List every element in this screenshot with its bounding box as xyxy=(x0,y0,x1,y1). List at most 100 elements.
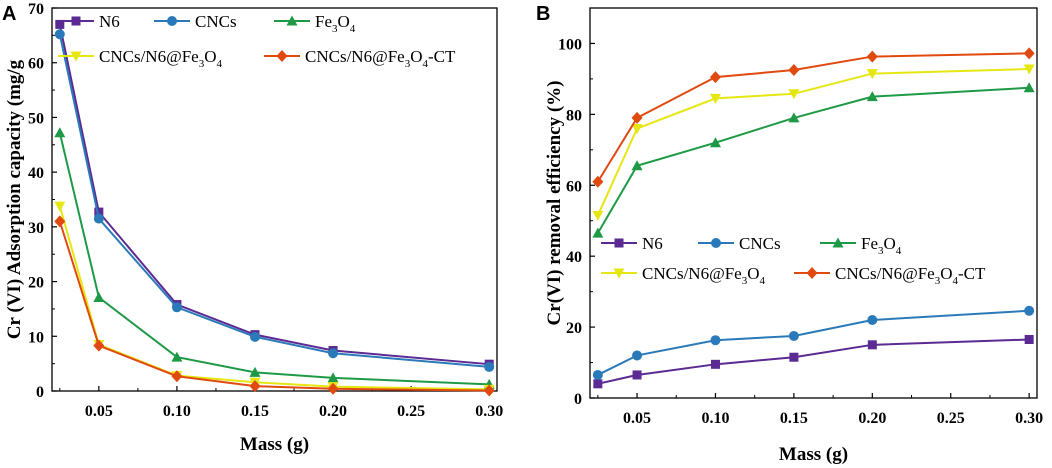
y-tick-label: 60 xyxy=(566,178,582,195)
legend-swatch-marker xyxy=(832,237,844,248)
plot-frame xyxy=(589,7,1038,399)
series-N6 xyxy=(55,19,494,369)
y-axis-title: Cr(VI) removal efficiency (%) xyxy=(544,81,565,326)
data-point xyxy=(593,379,603,389)
data-point xyxy=(631,111,643,124)
y-tick-label: 70 xyxy=(28,1,44,18)
data-point xyxy=(631,124,643,135)
legend-swatch-marker xyxy=(71,16,81,26)
legend-swatch-marker xyxy=(614,238,624,248)
data-point xyxy=(1023,82,1035,93)
x-tick-label: 0.05 xyxy=(623,410,651,427)
y-tick-label: 10 xyxy=(28,329,44,346)
y-tick-label: 20 xyxy=(28,275,44,292)
data-point xyxy=(867,315,878,325)
series-CNCs/N6@Fe3O4-CT xyxy=(592,47,1035,188)
data-point xyxy=(327,372,339,383)
y-tick-label: 0 xyxy=(36,384,44,401)
series-line xyxy=(596,67,1030,216)
legend-entry: Fe3O4 xyxy=(274,12,356,35)
data-point xyxy=(789,352,799,362)
x-tick-label: 0.25 xyxy=(397,403,425,420)
data-point xyxy=(788,112,800,123)
x-tick-label: 0.30 xyxy=(1015,410,1043,427)
x-tick-label: 0.05 xyxy=(85,403,113,420)
legend-label: Fe3O4 xyxy=(861,234,902,257)
data-point xyxy=(1023,64,1035,75)
data-point xyxy=(54,29,65,40)
x-tick-label: 0.15 xyxy=(780,410,808,427)
data-point xyxy=(710,359,720,369)
data-point xyxy=(54,215,66,228)
data-point xyxy=(484,361,495,372)
legend-entry: Fe3O4 xyxy=(820,234,902,257)
data-point xyxy=(592,175,604,188)
data-point xyxy=(709,93,721,104)
series-line xyxy=(597,309,1030,376)
data-point xyxy=(631,160,643,171)
data-point xyxy=(709,71,721,84)
legend-label: CNCs/N6@Fe3O4-CT xyxy=(305,47,456,70)
legend-swatch-marker xyxy=(286,15,298,26)
data-point xyxy=(249,331,260,342)
data-point xyxy=(592,210,604,221)
series-line xyxy=(596,52,1030,183)
legend-entry: N6 xyxy=(601,234,663,253)
data-point xyxy=(866,69,878,80)
series-line xyxy=(597,338,1030,385)
series-line xyxy=(58,132,490,386)
data-point xyxy=(709,137,721,148)
data-point xyxy=(788,89,800,100)
series-CNCs/N6@Fe3O4 xyxy=(54,201,495,395)
series-line xyxy=(58,205,490,391)
legend-label: N6 xyxy=(99,12,120,31)
y-tick-label: 20 xyxy=(566,320,582,337)
y-tick-label: 60 xyxy=(28,56,44,73)
legend-entry: CNCs/N6@Fe3O4-CT xyxy=(264,47,456,70)
data-point xyxy=(483,384,495,397)
series-CNCs xyxy=(54,29,495,372)
x-tick-label: 0.20 xyxy=(858,410,886,427)
legend-swatch-marker xyxy=(806,267,818,279)
y-tick-label: 80 xyxy=(566,107,582,124)
data-point xyxy=(93,291,105,302)
legend-entry: N6 xyxy=(58,12,120,31)
data-point xyxy=(1023,47,1035,60)
data-point xyxy=(632,370,642,380)
legend-entry: CNCs xyxy=(154,12,237,31)
legend-swatch-marker xyxy=(276,50,288,62)
legend-label: CNCs xyxy=(195,12,237,31)
legend-label: N6 xyxy=(642,234,663,253)
legend-swatch-marker xyxy=(711,238,721,248)
data-point xyxy=(710,335,721,346)
data-point xyxy=(171,370,183,383)
x-tick-label: 0.10 xyxy=(163,403,191,420)
legend-label: CNCs/N6@Fe3O4-CT xyxy=(835,264,986,287)
legend-swatch-marker xyxy=(167,16,177,26)
y-tick-label: 30 xyxy=(28,220,44,237)
data-point xyxy=(327,382,339,395)
series-Fe3O4 xyxy=(592,82,1035,238)
legend: N6 CNCs Fe3O4 CNCs/N6@Fe3O4 CNCs/N6@Fe3O4-CT xyxy=(58,12,456,70)
legend-label: CNCs xyxy=(739,234,781,253)
series-Fe3O4 xyxy=(54,127,495,389)
series-N6 xyxy=(593,335,1034,389)
series-line xyxy=(58,221,490,392)
data-point xyxy=(788,330,799,341)
series-CNCs xyxy=(592,305,1035,380)
chart-panel-B: B 0.05 0.10 0.15 0.20 0.25 0.30 0 20 40 60 80 100 Mas… xyxy=(536,3,1043,465)
data-point xyxy=(54,201,66,212)
data-point xyxy=(55,19,65,29)
data-point xyxy=(867,340,877,350)
y-tick-label: 40 xyxy=(28,165,44,182)
legend-swatch-marker xyxy=(70,51,82,62)
legend: N6 CNCs Fe3O4 CNCs/N6@Fe3O4 CNCs/N6@Fe3O4-CT xyxy=(601,234,986,287)
legend-label: CNCs/N6@Fe3O4 xyxy=(642,264,766,287)
data-point xyxy=(249,366,261,377)
series-CNCs/N6@Fe3O4-CT xyxy=(54,215,495,397)
x-tick-label: 0.10 xyxy=(701,410,729,427)
data-point xyxy=(866,50,878,63)
x-tick-label: 0.15 xyxy=(241,403,269,420)
data-point xyxy=(171,351,183,362)
x-tick-label: 0.30 xyxy=(475,403,503,420)
